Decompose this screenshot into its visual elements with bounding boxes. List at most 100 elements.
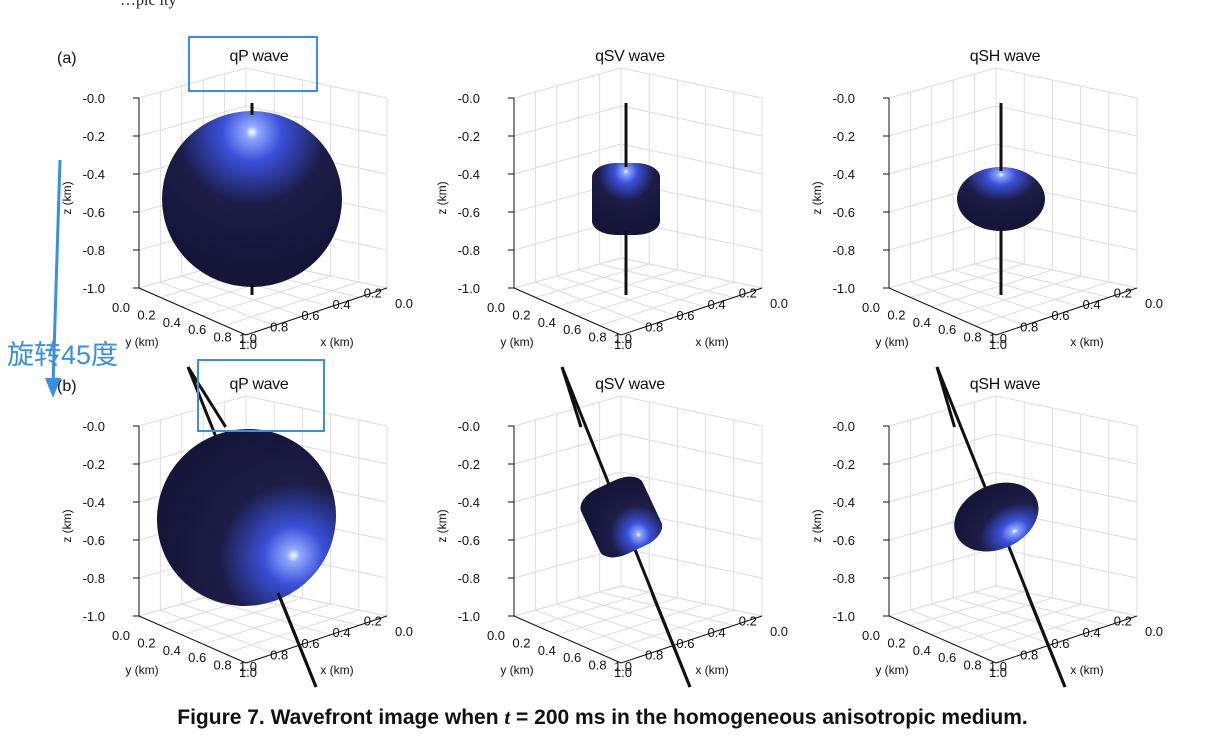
z-axis-label: z (km)	[60, 181, 74, 214]
arrow-down-icon	[45, 159, 62, 398]
y-tick-label: 0.0	[112, 300, 130, 315]
axis-lines	[138, 98, 388, 336]
row-label-a: (a)	[57, 50, 77, 67]
x-tick-label: 0.8	[270, 320, 288, 335]
z-tick-label: -0.4	[83, 167, 105, 182]
x-tick-label: 0.2	[739, 285, 757, 300]
row-label-b: (b)	[57, 378, 77, 395]
x-tick-label: 0.6	[301, 308, 319, 323]
y-tick-label: 0.8	[964, 658, 982, 673]
y-tick-label: 0.0	[487, 628, 505, 643]
z-tick-label: -0.6	[833, 205, 855, 220]
z-tick-label: -0.6	[458, 205, 480, 220]
y-tick-label: 0.2	[137, 307, 155, 322]
x-tick-label: 0.8	[1020, 320, 1038, 335]
grid-lines	[888, 395, 1138, 664]
x-tick-label: 0.4	[333, 625, 351, 640]
x-tick-label: 0.6	[1051, 308, 1069, 323]
x-tick-label: 0.2	[364, 285, 382, 300]
y-tick-label: 0.8	[214, 658, 232, 673]
y-tick-label: 0.4	[913, 315, 931, 330]
x-tick-label: 0.4	[333, 297, 351, 312]
z-tick-label: -0.2	[458, 129, 480, 144]
z-tick-label: -0.2	[833, 457, 855, 472]
z-axis-label: z (km)	[435, 181, 449, 214]
y-tick-label: 1.0	[989, 337, 1007, 352]
y-tick-label: 0.8	[589, 330, 607, 345]
z-axis-label: z (km)	[60, 509, 74, 542]
y-tick-label: 0.8	[964, 330, 982, 345]
z-tick-label: -0.8	[458, 571, 480, 586]
x-axis-label: x (km)	[320, 335, 353, 349]
x-tick-label: 0.2	[739, 613, 757, 628]
x-tick-label: 0.4	[1083, 297, 1101, 312]
x-tick-label: 1.0	[614, 659, 632, 674]
y-tick-label: 0.6	[563, 650, 581, 665]
x-tick-label: 0.6	[1051, 636, 1069, 651]
highlight-box-qp-b	[197, 359, 325, 432]
z-axis-label: z (km)	[810, 181, 824, 214]
z-tick-label: -0.4	[833, 495, 855, 510]
axis-lines	[513, 98, 763, 336]
x-axis-label: x (km)	[320, 663, 353, 677]
z-tick-label: -0.2	[83, 457, 105, 472]
x-tick-label: 1.0	[614, 331, 632, 346]
z-tick-label: -0.2	[833, 129, 855, 144]
z-tick-label: -0.0	[83, 91, 105, 106]
y-tick-label: 0.0	[112, 628, 130, 643]
cut-off-text: …pic ity	[120, 0, 177, 9]
panel-a-qsh: qSH wave -0.0 -0.2 -0.4 -0.6 -0.8 -1.0 z (km) 0…	[805, 48, 1205, 388]
z-axis-label: z (km)	[810, 509, 824, 542]
x-axis-label: x (km)	[695, 335, 728, 349]
panel-title: qSH wave	[969, 376, 1041, 393]
panel-title: qSV wave	[595, 376, 665, 393]
y-tick-label: 0.0	[862, 300, 880, 315]
source-line-bottom	[650, 592, 692, 688]
y-tick-label: 0.8	[589, 658, 607, 673]
y-tick-label: 0.4	[913, 643, 931, 658]
z-tick-label: -0.6	[458, 533, 480, 548]
z-tick-label: -0.2	[458, 457, 480, 472]
z-tick-label: -0.4	[83, 495, 105, 510]
x-tick-label: 1.0	[239, 331, 257, 346]
wavefront-plot: -0.0 -0.2 -0.4 -0.6 -0.8 -1.0 z (km) 0.0 0.2 0.4 0…	[435, 67, 788, 352]
y-tick-label: 1.0	[989, 665, 1007, 680]
panel-a-qp: qP wave -0.0 -0.2 -0.4 -0.6 -0.8 -1.0 z (km) 0.…	[55, 48, 455, 388]
x-tick-label: 1.0	[989, 331, 1007, 346]
z-tick-label: -1.0	[833, 281, 855, 296]
z-tick-label: -0.2	[83, 129, 105, 144]
z-tick-label: -1.0	[458, 609, 480, 624]
x-axis-label: x (km)	[1070, 335, 1103, 349]
panel-b-qp: qP wave -0.0 -0.2 -0.4 -0.6 -0.8 -1.0 z (km) 0.…	[55, 366, 455, 716]
x-tick-label: 0.4	[1083, 625, 1101, 640]
y-tick-label: 0.2	[512, 307, 530, 322]
x-tick-label: 0.4	[708, 297, 726, 312]
wavefront-plot: -0.0 -0.2 -0.4 -0.6 -0.8 -1.0 z (km) 0.0 0.2 0.4 0…	[435, 366, 788, 688]
z-axis-label: z (km)	[435, 509, 449, 542]
rotation-annotation: 旋转45度	[7, 340, 119, 370]
z-tick-label: -0.8	[833, 243, 855, 258]
x-tick-label: 0.2	[1114, 613, 1132, 628]
z-tick-label: -0.0	[833, 419, 855, 434]
x-axis-label: x (km)	[695, 663, 728, 677]
y-axis-label: y (km)	[500, 663, 533, 677]
source-line-top	[935, 366, 956, 428]
x-axis-label: x (km)	[1070, 663, 1103, 677]
z-tick-label: -0.4	[458, 167, 480, 182]
wavefront-plot: -0.0 -0.2 -0.4 -0.6 -0.8 -1.0 z (km) 0.0 0.2 0.4 0…	[810, 67, 1163, 352]
x-tick-label: 0.6	[676, 308, 694, 323]
x-tick-label: 0.8	[645, 320, 663, 335]
panel-a-qsv: qSV wave -0.0 -0.2 -0.4 -0.6 -0.8 -1.0 z (km) 0…	[430, 48, 830, 388]
wavefront-surface	[592, 163, 660, 235]
y-tick-label: 0.2	[887, 307, 905, 322]
y-tick-label: 0.6	[188, 322, 206, 337]
y-tick-label: 1.0	[239, 337, 257, 352]
x-tick-label: 1.0	[989, 659, 1007, 674]
panel-b-qsv: qSV wave -0.0 -0.2 -0.4 -0.6 -0.8 -1.0 z (km) 0…	[430, 366, 830, 716]
x-tick-label: 0.2	[1114, 285, 1132, 300]
y-tick-label: 0.6	[938, 650, 956, 665]
z-tick-label: -1.0	[458, 281, 480, 296]
z-tick-label: -0.0	[458, 91, 480, 106]
z-tick-label: -0.6	[83, 205, 105, 220]
z-tick-label: -0.6	[833, 533, 855, 548]
